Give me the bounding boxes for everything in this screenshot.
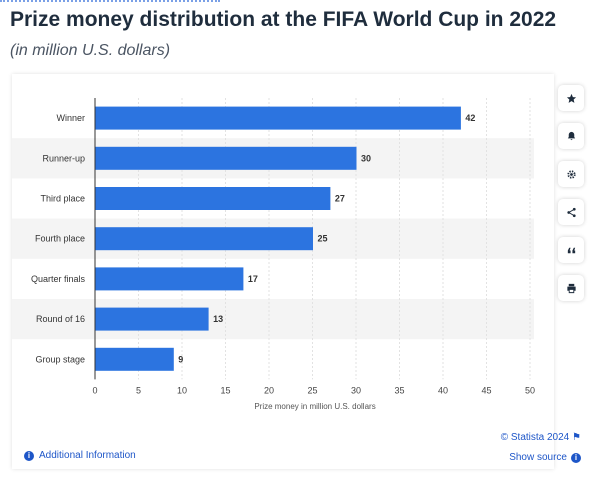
bar[interactable] xyxy=(95,146,357,170)
info-icon: i xyxy=(24,450,34,461)
print-button[interactable] xyxy=(558,275,584,301)
x-tick-label: 35 xyxy=(394,385,404,395)
bar[interactable] xyxy=(95,347,174,371)
x-tick-label: 10 xyxy=(177,385,187,395)
bar[interactable] xyxy=(95,227,314,251)
x-tick-label: 45 xyxy=(481,385,491,395)
statista-credit[interactable]: © Statista 2024 ⚑ xyxy=(501,432,581,443)
quote-icon xyxy=(567,247,575,253)
top-strip xyxy=(0,0,220,5)
category-label: Quarter finals xyxy=(31,274,86,284)
bar[interactable] xyxy=(95,187,331,210)
star-icon xyxy=(566,93,576,103)
data-label: 13 xyxy=(213,314,223,324)
settings-button[interactable] xyxy=(558,161,584,187)
category-label: Round of 16 xyxy=(36,314,85,324)
category-label: Group stage xyxy=(35,354,85,364)
share-button[interactable] xyxy=(558,199,584,225)
data-label: 30 xyxy=(361,153,371,163)
additional-information-label: Additional Information xyxy=(39,450,136,461)
x-tick-label: 40 xyxy=(438,385,448,395)
bar-chart: 0 5 10 15 20 25 30 35 40 45 50 Winner 42 Runner-up 30 T… xyxy=(12,98,535,411)
gear-icon xyxy=(566,169,576,179)
category-label: Third place xyxy=(40,194,85,204)
x-axis-title: Prize money in million U.S. dollars xyxy=(254,402,375,411)
x-tick-label: 5 xyxy=(136,385,141,395)
favorite-button[interactable] xyxy=(558,85,584,111)
data-label: 17 xyxy=(248,274,258,284)
bar[interactable] xyxy=(95,106,461,130)
data-label: 27 xyxy=(335,194,345,204)
credit-text: © Statista 2024 xyxy=(500,432,570,443)
row-band xyxy=(12,299,534,340)
chart-card: 0 5 10 15 20 25 30 35 40 45 50 Winner 42 Runner-up 30 T… xyxy=(12,74,554,469)
show-source-label: Show source xyxy=(509,452,567,463)
x-tick-label: 30 xyxy=(351,385,361,395)
x-tick-label: 15 xyxy=(220,385,230,395)
x-tick-label: 50 xyxy=(525,385,535,395)
print-icon xyxy=(566,283,576,293)
category-label: Fourth place xyxy=(35,234,85,244)
bar[interactable] xyxy=(95,307,209,331)
x-tick-label: 20 xyxy=(264,385,274,395)
show-source-link[interactable]: Show source i xyxy=(509,452,581,463)
cite-button[interactable] xyxy=(558,237,584,263)
additional-information-link[interactable]: i Additional Information xyxy=(24,450,136,461)
bell-icon xyxy=(567,131,575,140)
share-icon xyxy=(566,207,576,217)
category-label: Winner xyxy=(56,113,85,123)
x-tick-label: 25 xyxy=(307,385,317,395)
info-icon: i xyxy=(571,452,581,463)
data-label: 9 xyxy=(178,354,183,364)
x-tick-label: 0 xyxy=(92,385,97,395)
toolbar xyxy=(558,85,588,313)
data-label: 42 xyxy=(465,113,475,123)
chart-subtitle: (in million U.S. dollars) xyxy=(10,42,171,59)
data-label: 25 xyxy=(318,234,328,244)
category-label: Runner-up xyxy=(42,153,85,163)
chart-title: Prize money distribution at the FIFA Wor… xyxy=(10,8,557,31)
flag-icon: ⚑ xyxy=(572,432,581,443)
bar[interactable] xyxy=(95,267,244,291)
notification-button[interactable] xyxy=(558,123,584,149)
